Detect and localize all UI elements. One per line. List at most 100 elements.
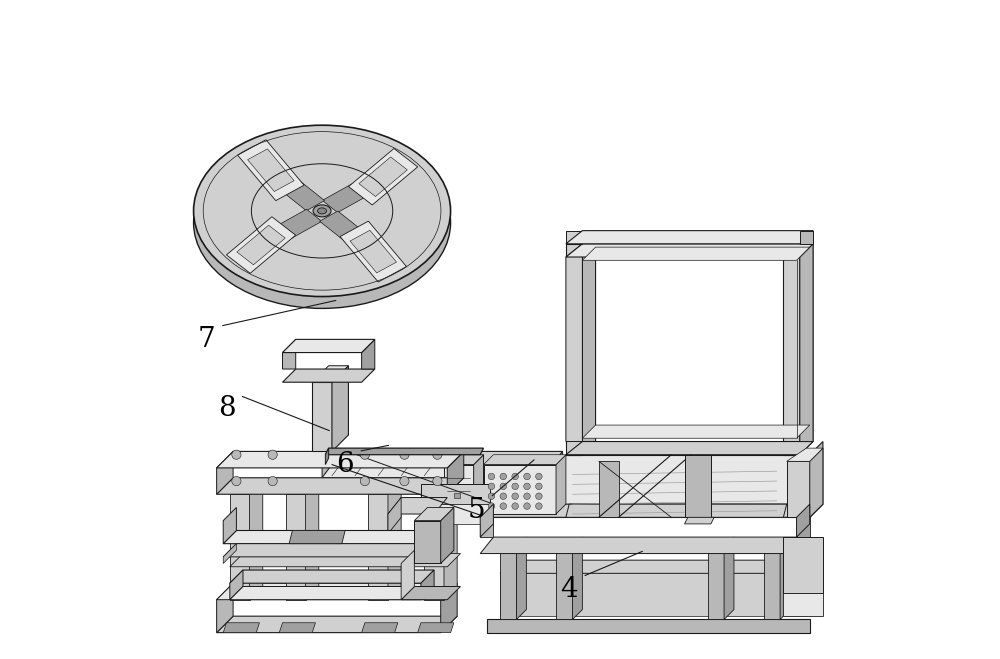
- Polygon shape: [500, 560, 790, 573]
- Polygon shape: [480, 504, 493, 537]
- Polygon shape: [810, 442, 823, 517]
- Polygon shape: [783, 537, 823, 593]
- Polygon shape: [556, 455, 566, 514]
- Polygon shape: [223, 623, 259, 633]
- Circle shape: [536, 503, 542, 509]
- Polygon shape: [254, 159, 325, 211]
- Polygon shape: [441, 507, 454, 563]
- Polygon shape: [599, 461, 619, 517]
- Polygon shape: [401, 550, 414, 600]
- Polygon shape: [424, 494, 444, 600]
- Circle shape: [500, 493, 507, 500]
- Polygon shape: [553, 451, 563, 478]
- Polygon shape: [421, 570, 434, 600]
- Polygon shape: [764, 547, 780, 619]
- Polygon shape: [800, 231, 813, 455]
- Ellipse shape: [318, 208, 327, 214]
- Polygon shape: [582, 425, 810, 438]
- Polygon shape: [332, 366, 348, 451]
- Polygon shape: [388, 481, 401, 600]
- Polygon shape: [787, 461, 810, 517]
- Circle shape: [524, 483, 530, 490]
- Polygon shape: [223, 544, 434, 557]
- Polygon shape: [566, 442, 813, 455]
- Polygon shape: [421, 504, 490, 524]
- Polygon shape: [283, 369, 375, 382]
- Polygon shape: [474, 455, 484, 504]
- Polygon shape: [414, 507, 454, 521]
- Polygon shape: [480, 504, 823, 517]
- Circle shape: [500, 473, 507, 480]
- Polygon shape: [447, 451, 464, 494]
- Polygon shape: [566, 504, 787, 517]
- Polygon shape: [724, 537, 734, 619]
- Polygon shape: [810, 448, 823, 517]
- Circle shape: [524, 503, 530, 509]
- Text: 8: 8: [218, 395, 235, 422]
- Polygon shape: [421, 484, 490, 504]
- Circle shape: [433, 450, 442, 459]
- Polygon shape: [217, 451, 464, 468]
- Polygon shape: [685, 517, 714, 524]
- Polygon shape: [368, 494, 388, 600]
- Polygon shape: [349, 148, 418, 205]
- Polygon shape: [783, 593, 823, 616]
- Circle shape: [488, 483, 495, 490]
- Polygon shape: [217, 451, 233, 494]
- Circle shape: [524, 493, 530, 500]
- Polygon shape: [388, 498, 401, 534]
- Polygon shape: [223, 544, 236, 563]
- Circle shape: [433, 476, 442, 486]
- Polygon shape: [286, 494, 306, 600]
- Polygon shape: [283, 339, 375, 353]
- Circle shape: [268, 476, 277, 486]
- Text: 5: 5: [468, 498, 486, 524]
- Polygon shape: [322, 465, 563, 478]
- Ellipse shape: [194, 125, 451, 297]
- Polygon shape: [500, 547, 516, 619]
- Polygon shape: [230, 570, 243, 600]
- Polygon shape: [230, 554, 460, 567]
- Polygon shape: [244, 209, 322, 256]
- Circle shape: [360, 450, 370, 459]
- Polygon shape: [566, 231, 813, 244]
- Polygon shape: [217, 616, 457, 633]
- Circle shape: [500, 503, 507, 509]
- Polygon shape: [444, 455, 484, 465]
- Polygon shape: [444, 481, 457, 600]
- Polygon shape: [566, 244, 813, 257]
- Polygon shape: [414, 521, 441, 563]
- Polygon shape: [289, 530, 345, 544]
- Polygon shape: [312, 366, 348, 382]
- Circle shape: [500, 483, 507, 490]
- Polygon shape: [572, 537, 582, 619]
- Polygon shape: [441, 583, 457, 633]
- Polygon shape: [362, 339, 375, 369]
- Polygon shape: [320, 211, 391, 263]
- Circle shape: [536, 473, 542, 480]
- Polygon shape: [444, 465, 474, 504]
- Ellipse shape: [313, 205, 331, 217]
- Polygon shape: [480, 537, 810, 554]
- Polygon shape: [454, 493, 460, 498]
- Circle shape: [400, 450, 409, 459]
- Polygon shape: [359, 157, 407, 196]
- Circle shape: [360, 476, 370, 486]
- Circle shape: [488, 503, 495, 509]
- Polygon shape: [350, 230, 397, 273]
- Circle shape: [512, 503, 518, 509]
- Polygon shape: [325, 448, 329, 465]
- Polygon shape: [787, 448, 823, 461]
- Circle shape: [232, 450, 241, 459]
- Polygon shape: [223, 507, 236, 544]
- Polygon shape: [418, 623, 454, 633]
- Text: 6: 6: [336, 451, 354, 478]
- Polygon shape: [797, 517, 810, 537]
- Polygon shape: [362, 623, 398, 633]
- Polygon shape: [226, 217, 296, 273]
- Polygon shape: [306, 481, 319, 600]
- Polygon shape: [484, 465, 556, 514]
- Polygon shape: [312, 382, 332, 451]
- Circle shape: [232, 476, 241, 486]
- Polygon shape: [566, 244, 582, 442]
